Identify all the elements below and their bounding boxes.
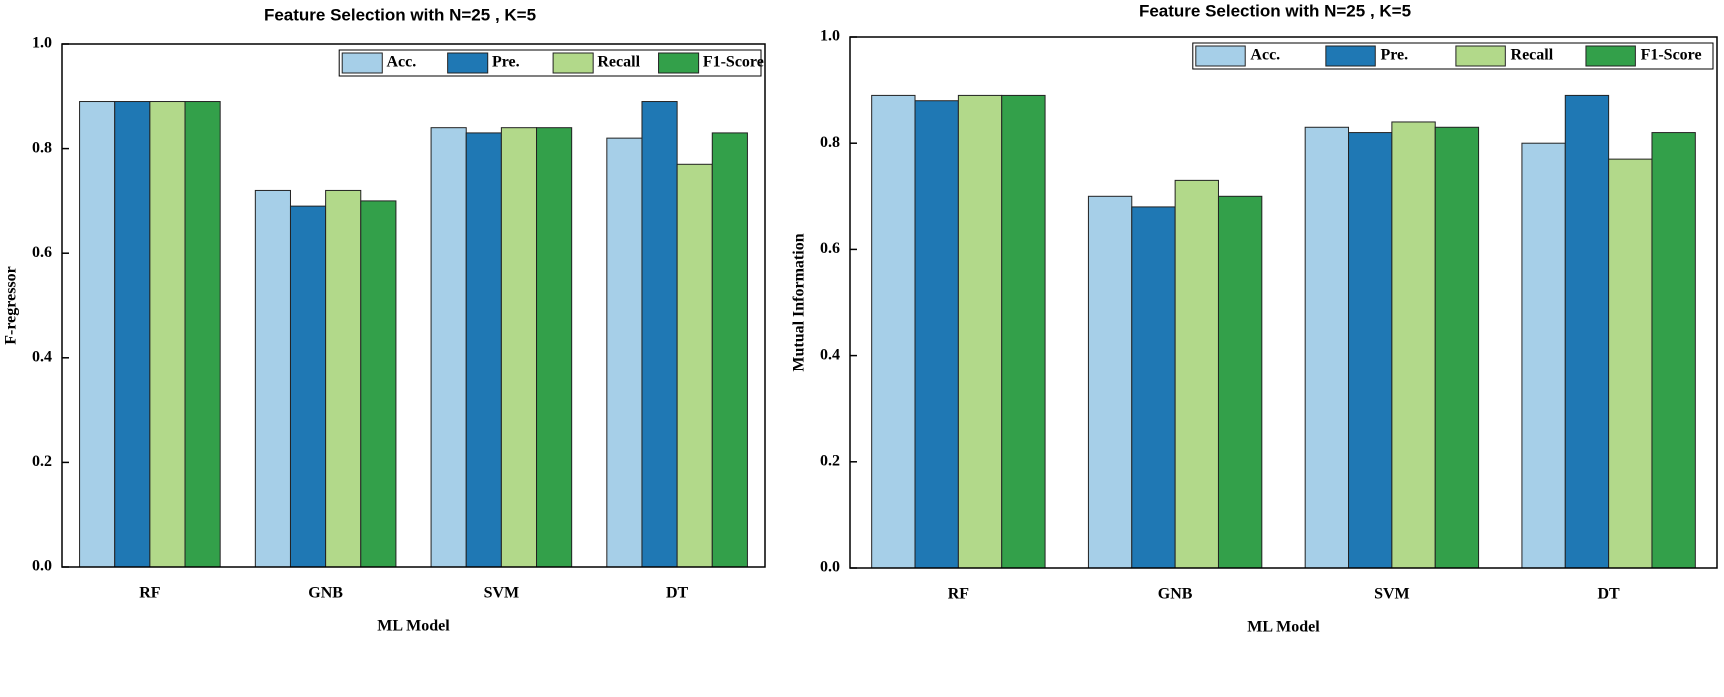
bar xyxy=(79,101,116,568)
bar xyxy=(1608,158,1653,569)
legend-swatch xyxy=(1585,45,1636,67)
bar xyxy=(430,127,467,568)
legend-label: Pre. xyxy=(492,54,520,71)
x-tick-label: SVM xyxy=(484,585,520,602)
legend-swatch xyxy=(1455,45,1506,67)
x-tick-label: GNB xyxy=(308,585,343,602)
x-axis-label: ML Model xyxy=(377,618,450,635)
bar xyxy=(1434,126,1480,569)
bar xyxy=(1087,195,1133,569)
bar xyxy=(1391,121,1436,569)
legend-label: F1-Score xyxy=(703,54,764,71)
x-tick-label: RF xyxy=(948,586,970,603)
legend-label: F1-Score xyxy=(1641,47,1702,64)
y-tick-label: 0.2 xyxy=(820,452,840,469)
legend-swatch xyxy=(447,52,489,74)
bar xyxy=(254,189,291,568)
y-tick-label: 1.0 xyxy=(820,28,840,45)
bar xyxy=(676,163,713,568)
y-tick-label: 0.6 xyxy=(32,244,52,261)
bar xyxy=(1304,126,1350,569)
plot-frame xyxy=(61,43,766,568)
x-tick-label: DT xyxy=(1598,586,1621,603)
y-tick-label: 0.4 xyxy=(32,348,52,365)
legend-swatch xyxy=(1325,45,1376,67)
y-tick-label: 0.4 xyxy=(820,346,840,363)
bar xyxy=(871,94,916,569)
y-axis-label: F-regressor xyxy=(3,266,20,344)
bar xyxy=(536,127,573,568)
legend-swatch xyxy=(1195,45,1246,67)
legend-swatch xyxy=(658,52,700,74)
bar xyxy=(500,127,538,568)
bar xyxy=(1564,94,1610,569)
bar xyxy=(606,137,643,568)
y-tick-label: 0.8 xyxy=(820,134,840,151)
bar xyxy=(1131,206,1176,569)
chart-title: Feature Selection with N=25 , K=5 xyxy=(1139,1,1411,20)
bar xyxy=(1651,132,1696,569)
bar xyxy=(325,189,362,568)
legend-label: Pre. xyxy=(1380,47,1408,64)
y-axis-label: Mutual Information xyxy=(791,233,808,371)
bar xyxy=(641,101,678,568)
chart-title: Feature Selection with N=25 , K=5 xyxy=(264,5,536,24)
y-tick-label: 1.0 xyxy=(32,35,52,52)
bar xyxy=(1174,179,1219,569)
bar xyxy=(1521,142,1566,569)
legend-swatch xyxy=(552,52,594,74)
legend-swatch xyxy=(341,52,383,74)
legend-label: Acc. xyxy=(1250,47,1280,64)
bar xyxy=(1001,94,1046,569)
bar xyxy=(957,94,1003,569)
plot-frame xyxy=(849,36,1718,569)
y-tick-label: 0.0 xyxy=(820,559,840,576)
bar xyxy=(1217,195,1263,569)
bar xyxy=(465,132,502,568)
bar xyxy=(711,132,748,568)
bar xyxy=(114,101,151,568)
bar xyxy=(360,200,397,568)
y-tick-label: 0.2 xyxy=(32,453,52,470)
y-tick-label: 0.0 xyxy=(32,558,52,575)
bar xyxy=(184,101,221,568)
legend-label: Acc. xyxy=(386,54,416,71)
bar xyxy=(289,205,327,568)
bar xyxy=(149,101,186,568)
bar xyxy=(1348,132,1393,569)
x-tick-label: SVM xyxy=(1374,586,1410,603)
y-tick-label: 0.6 xyxy=(820,240,840,257)
legend-label: Recall xyxy=(1511,47,1554,64)
bar xyxy=(914,100,959,569)
legend-label: Recall xyxy=(597,54,640,71)
x-tick-label: RF xyxy=(139,585,161,602)
x-tick-label: DT xyxy=(666,585,689,602)
x-axis-label: ML Model xyxy=(1247,619,1320,636)
y-tick-label: 0.8 xyxy=(32,139,52,156)
x-tick-label: GNB xyxy=(1158,586,1193,603)
